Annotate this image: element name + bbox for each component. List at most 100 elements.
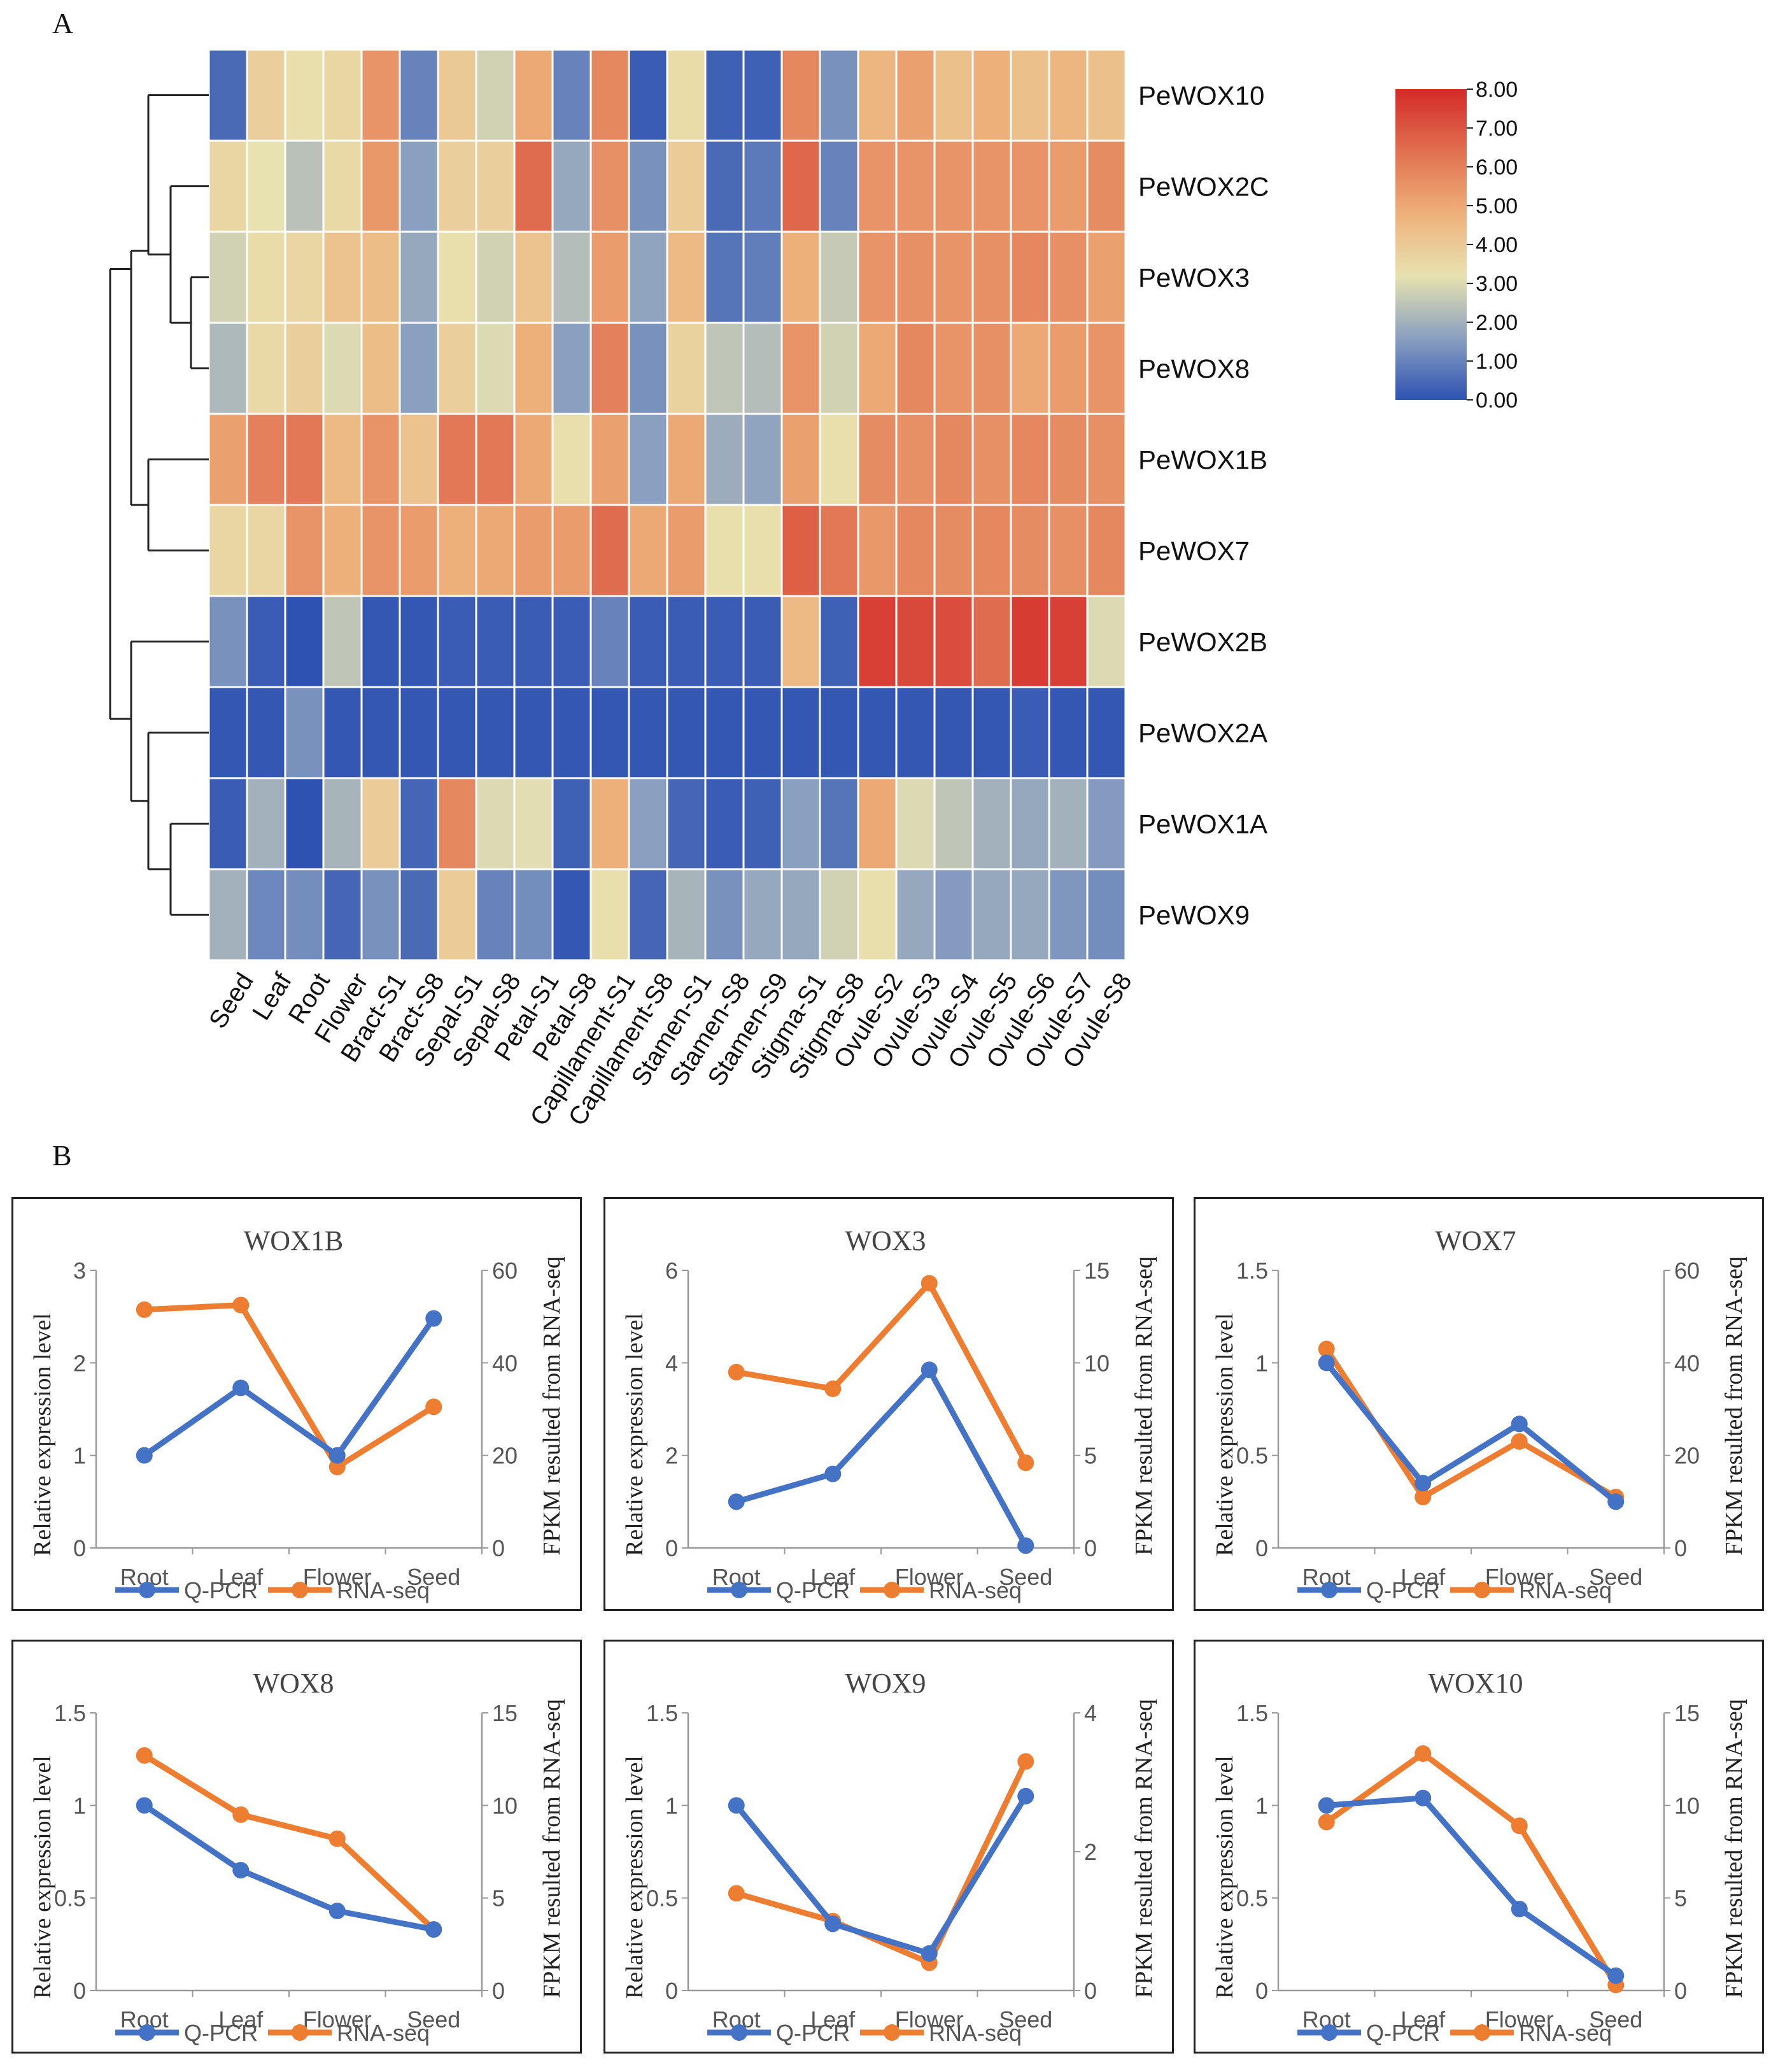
heatmap-cell (360, 686, 401, 779)
heatmap-cell (971, 322, 1012, 415)
y-tick-label: 1.5 (54, 1700, 86, 1726)
heatmap-cell (1048, 48, 1089, 142)
y2-axis-title: FPKM resulted from RNA-seq (1131, 1256, 1157, 1556)
heatmap-cell (1086, 686, 1127, 779)
heatmap-cell (589, 777, 630, 870)
data-point (824, 1380, 842, 1398)
heatmap-cell (666, 413, 707, 506)
legend-swatch-marker (292, 2024, 308, 2041)
heatmap-cell (246, 595, 286, 688)
chart-title: WOX1B (244, 1225, 343, 1256)
heatmap-cell (399, 868, 439, 961)
heatmap-cell (780, 231, 821, 324)
heatmap-cell (780, 868, 821, 961)
heatmap-cell (933, 868, 974, 961)
heatmap-cell (628, 595, 668, 688)
heatmap-cell (971, 504, 1012, 597)
heatmap-cell (513, 686, 554, 779)
data-point (1017, 1454, 1034, 1472)
y-tick-label: 0 (665, 1978, 678, 2004)
heatmap-cell (819, 777, 859, 870)
panel-b-label: B (52, 1139, 72, 1172)
heatmap-cell (322, 504, 363, 597)
y2-tick-label: 0 (492, 1535, 505, 1561)
x-tick-label: Seed (407, 1564, 460, 1590)
heatmap-cell (666, 231, 707, 324)
y-tick-label: 0.5 (54, 1885, 86, 1912)
heatmap-cell (895, 413, 936, 506)
x-tick-label: Leaf (1401, 2006, 1446, 2033)
heatmap-cell (475, 686, 516, 779)
data-point (921, 1945, 938, 1962)
legend-swatch-marker (292, 1582, 308, 1598)
y2-tick-label: 10 (1674, 1792, 1700, 1819)
heatmap-cell (399, 686, 439, 779)
heatmap-cell (437, 322, 477, 415)
data-point (136, 1797, 153, 1814)
data-point (728, 1885, 745, 1902)
colorbar-tick-label: 4.00 (1476, 233, 1518, 257)
heatmap-cell (1048, 595, 1089, 688)
legend-label: RNA-seq (1519, 1577, 1612, 1603)
y2-tick-label: 2 (1084, 1839, 1097, 1865)
heatmap-cell (360, 595, 401, 688)
y-tick-label: 0 (1255, 1978, 1268, 2004)
x-tick-label: Seed (1589, 1564, 1642, 1590)
heatmap-cell (1010, 231, 1050, 324)
series-line (141, 1302, 437, 1470)
heatmap-cell (857, 139, 898, 233)
heatmap-cell (513, 413, 554, 506)
heatmap-cell (780, 504, 821, 597)
legend-label: RNA-seq (337, 1577, 430, 1603)
series-line (733, 1280, 1029, 1466)
legend-swatch-marker (1474, 2024, 1490, 2041)
legend-swatch-marker (1321, 1582, 1337, 1598)
row-label: PeWOX8 (1138, 354, 1250, 384)
y-tick-label: 6 (665, 1258, 678, 1284)
heatmap-cell (1086, 595, 1127, 688)
heatmap-cell (1010, 139, 1050, 233)
heatmap-cell (246, 686, 286, 779)
heatmap-cell (513, 777, 554, 870)
heatmap-cell (819, 48, 859, 142)
heatmap-cell (933, 686, 974, 779)
y-tick-label: 1 (73, 1443, 86, 1469)
data-point (921, 1361, 938, 1379)
heatmap-cell (284, 504, 325, 597)
heatmap-cell (780, 48, 821, 142)
y2-tick-label: 10 (492, 1792, 518, 1819)
y2-tick-label: 40 (1674, 1350, 1700, 1376)
x-tick-label: Flower (1485, 2006, 1554, 2033)
heatmap-cell (742, 231, 783, 324)
line-chart-wox9: WOX9 0 0.5 1 1.5 0 2 4 Root Leaf Flower Seed Relativ… (603, 1640, 1174, 2054)
heatmap-cell (780, 686, 821, 779)
heatmap-cell (933, 139, 974, 233)
chart-title: WOX10 (1428, 1668, 1523, 1699)
heatmap-cell (322, 413, 363, 506)
data-point (1017, 1753, 1034, 1770)
y2-tick-label: 60 (1674, 1258, 1700, 1284)
x-tick-label: Flower (895, 1564, 964, 1590)
y-axis-title: Relative expression level (29, 1756, 56, 1999)
row-label: PeWOX1B (1138, 445, 1267, 475)
line-chart-wox10: WOX10 0 0.5 1 1.5 0 5 10 15 Root Leaf Flower Seed Rel… (1194, 1640, 1764, 2054)
colorbar-tick-label: 7.00 (1476, 117, 1518, 141)
x-tick-label: Flower (895, 2006, 964, 2033)
heatmap-cell (819, 595, 859, 688)
heatmap-cell (819, 231, 859, 324)
heatmap-cell (819, 686, 859, 779)
heatmap-cell (933, 231, 974, 324)
colorbar-tick-label: 2.00 (1476, 311, 1518, 335)
heatmap-cell (475, 231, 516, 324)
y2-tick-label: 5 (1084, 1443, 1097, 1469)
y2-axis-title: FPKM resulted from RNA-seq (539, 1699, 565, 1998)
data-point (425, 1921, 442, 1938)
heatmap-cell (513, 868, 554, 961)
series-line (733, 1758, 1029, 1966)
data-point (728, 1363, 745, 1380)
heatmap-cell (1010, 686, 1050, 779)
x-tick-label: Seed (1589, 2006, 1642, 2033)
legend-swatch-marker (1321, 2024, 1337, 2041)
